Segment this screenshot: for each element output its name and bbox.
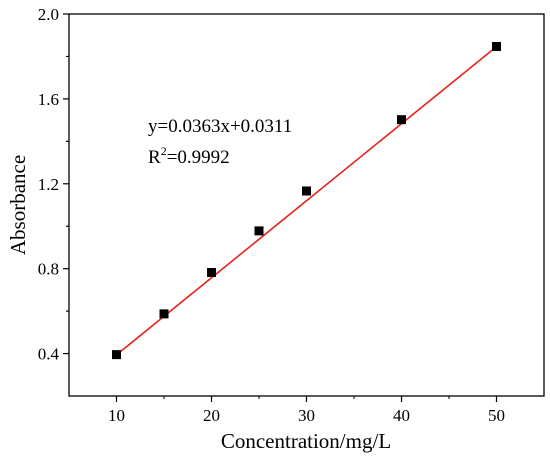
y-tick-label: 2.0 — [38, 5, 59, 24]
x-tick-label: 50 — [488, 406, 505, 425]
equation-annotation: y=0.0363x+0.0311 — [148, 116, 292, 137]
fit-line — [115, 46, 498, 356]
data-point — [112, 350, 121, 360]
data-point — [397, 115, 406, 125]
r2-value: =0.9992 — [167, 147, 230, 168]
r2-prefix: R — [148, 147, 161, 168]
x-tick-label: 20 — [203, 406, 220, 425]
data-point — [159, 309, 169, 319]
x-tick-label: 10 — [108, 406, 125, 425]
y-axis-ticks: 0.4 0.8 1.2 1.6 2.0 — [38, 5, 69, 364]
data-point — [302, 186, 311, 196]
y-axis-title: Absorbance — [6, 155, 30, 255]
r2-superscript: 2 — [161, 144, 167, 158]
x-axis-ticks: 10 20 30 40 50 — [108, 396, 505, 425]
plot-frame — [68, 13, 545, 397]
y-tick-label: 0.8 — [38, 260, 59, 279]
y-tick-label: 1.6 — [38, 90, 59, 109]
data-point — [492, 41, 501, 51]
y-tick-label: 0.4 — [38, 345, 60, 364]
data-point — [254, 226, 264, 236]
r2-annotation: R2=0.9992 — [148, 144, 230, 168]
y-tick-label: 1.2 — [38, 175, 59, 194]
data-points — [112, 41, 501, 360]
x-tick-label: 30 — [298, 406, 315, 425]
x-axis-title: Concentration/mg/L — [221, 429, 391, 453]
x-tick-label: 40 — [393, 406, 410, 425]
data-point — [207, 267, 216, 277]
